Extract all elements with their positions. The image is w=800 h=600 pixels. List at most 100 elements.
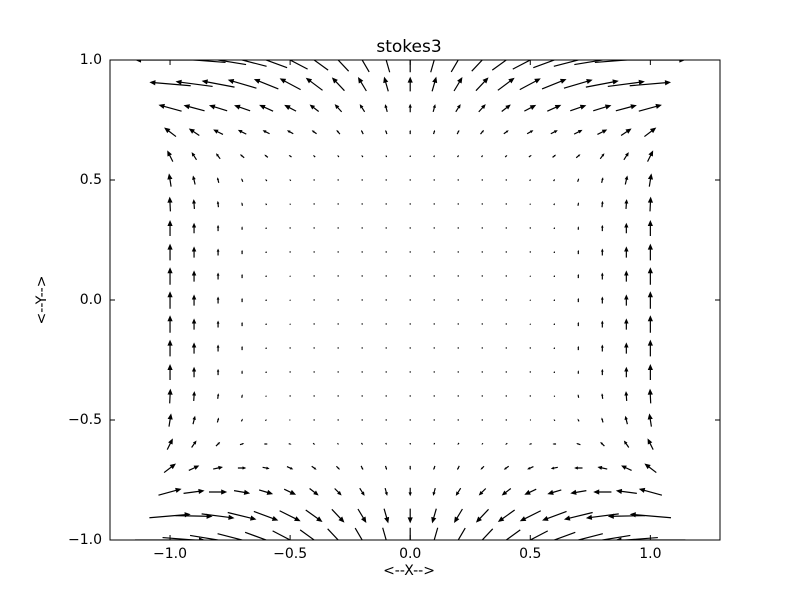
- arrow: [457, 323, 459, 325]
- arrow: [361, 419, 363, 421]
- arrow: [264, 154, 269, 158]
- arrow: [529, 299, 531, 301]
- arrow: [337, 323, 339, 325]
- arrow: [409, 129, 412, 135]
- arrow: [216, 393, 220, 399]
- arrow: [433, 442, 436, 446]
- arrow: [361, 251, 363, 253]
- arrow: [240, 418, 243, 422]
- arrow: [481, 179, 483, 181]
- arrow: [638, 487, 663, 496]
- arrow: [337, 154, 340, 158]
- arrow: [457, 395, 459, 397]
- arrow: [505, 299, 507, 301]
- arrow: [167, 173, 173, 187]
- x-tick-label: 1.0: [639, 546, 661, 562]
- arrow: [629, 80, 672, 87]
- arrow: [359, 487, 365, 496]
- arrow: [191, 342, 197, 354]
- arrow: [481, 419, 483, 421]
- arrow: [385, 442, 387, 446]
- arrow: [272, 530, 292, 540]
- arrow: [357, 508, 367, 523]
- arrow: [585, 79, 619, 88]
- arrow: [524, 104, 537, 112]
- arrow: [241, 345, 243, 351]
- arrow: [216, 224, 220, 232]
- arrow: [481, 203, 483, 205]
- arrow: [529, 251, 531, 253]
- arrow: [167, 291, 173, 309]
- y-axis-label: <--Y-->: [34, 276, 50, 325]
- arrow: [529, 347, 531, 349]
- arrow: [505, 227, 507, 229]
- arrow: [408, 487, 412, 497]
- arrow: [265, 274, 267, 278]
- arrow: [167, 196, 173, 212]
- arrow: [480, 465, 485, 470]
- arrow: [553, 178, 555, 182]
- arrow: [331, 77, 345, 92]
- arrow: [624, 270, 629, 282]
- arrow: [577, 418, 580, 422]
- arrow: [541, 78, 567, 90]
- arrow: [600, 441, 605, 447]
- arrow: [262, 466, 270, 470]
- arrow: [239, 60, 267, 67]
- arrow: [575, 533, 603, 540]
- arrow: [408, 103, 412, 113]
- arrow: [456, 129, 460, 135]
- arrow: [624, 294, 629, 306]
- arrow: [313, 203, 315, 205]
- arrow: [647, 388, 653, 404]
- arrow: [432, 487, 436, 496]
- arrow: [216, 368, 220, 376]
- arrow: [409, 179, 411, 181]
- arrow: [337, 275, 339, 277]
- arrow: [337, 179, 339, 181]
- chart-title: stokes3: [376, 37, 441, 57]
- arrow: [600, 320, 604, 328]
- arrow: [481, 154, 483, 158]
- arrow: [188, 465, 200, 471]
- arrow: [335, 465, 340, 470]
- arrow: [553, 322, 555, 326]
- arrow: [385, 395, 387, 397]
- arrow: [431, 508, 437, 524]
- arrow: [433, 527, 439, 540]
- arrow: [241, 273, 243, 279]
- arrow: [576, 443, 581, 446]
- arrow: [432, 104, 436, 113]
- arrow: [283, 488, 297, 495]
- arrow: [167, 243, 173, 261]
- arrow: [241, 178, 244, 182]
- arrow: [262, 130, 270, 135]
- arrow: [217, 533, 245, 540]
- arrow: [191, 246, 197, 258]
- arrow: [191, 318, 197, 330]
- arrow: [455, 487, 462, 496]
- arrow: [553, 274, 555, 278]
- arrow: [433, 203, 435, 205]
- arrow: [457, 203, 459, 205]
- arrow: [359, 104, 366, 113]
- arrow: [547, 104, 562, 112]
- arrow: [601, 417, 604, 423]
- arrow: [457, 527, 466, 540]
- arrows: [135, 60, 686, 540]
- arrow: [164, 127, 177, 138]
- arrow: [593, 489, 612, 495]
- arrow: [577, 202, 580, 206]
- arrow: [289, 179, 292, 182]
- arrow: [286, 466, 294, 470]
- arrow: [409, 419, 411, 421]
- arrow: [600, 296, 604, 304]
- arrow: [385, 275, 387, 277]
- arrow: [577, 178, 580, 182]
- arrow: [265, 250, 267, 254]
- arrow: [647, 243, 653, 261]
- arrow: [647, 173, 654, 187]
- arrow: [208, 489, 228, 495]
- arrow: [457, 299, 459, 301]
